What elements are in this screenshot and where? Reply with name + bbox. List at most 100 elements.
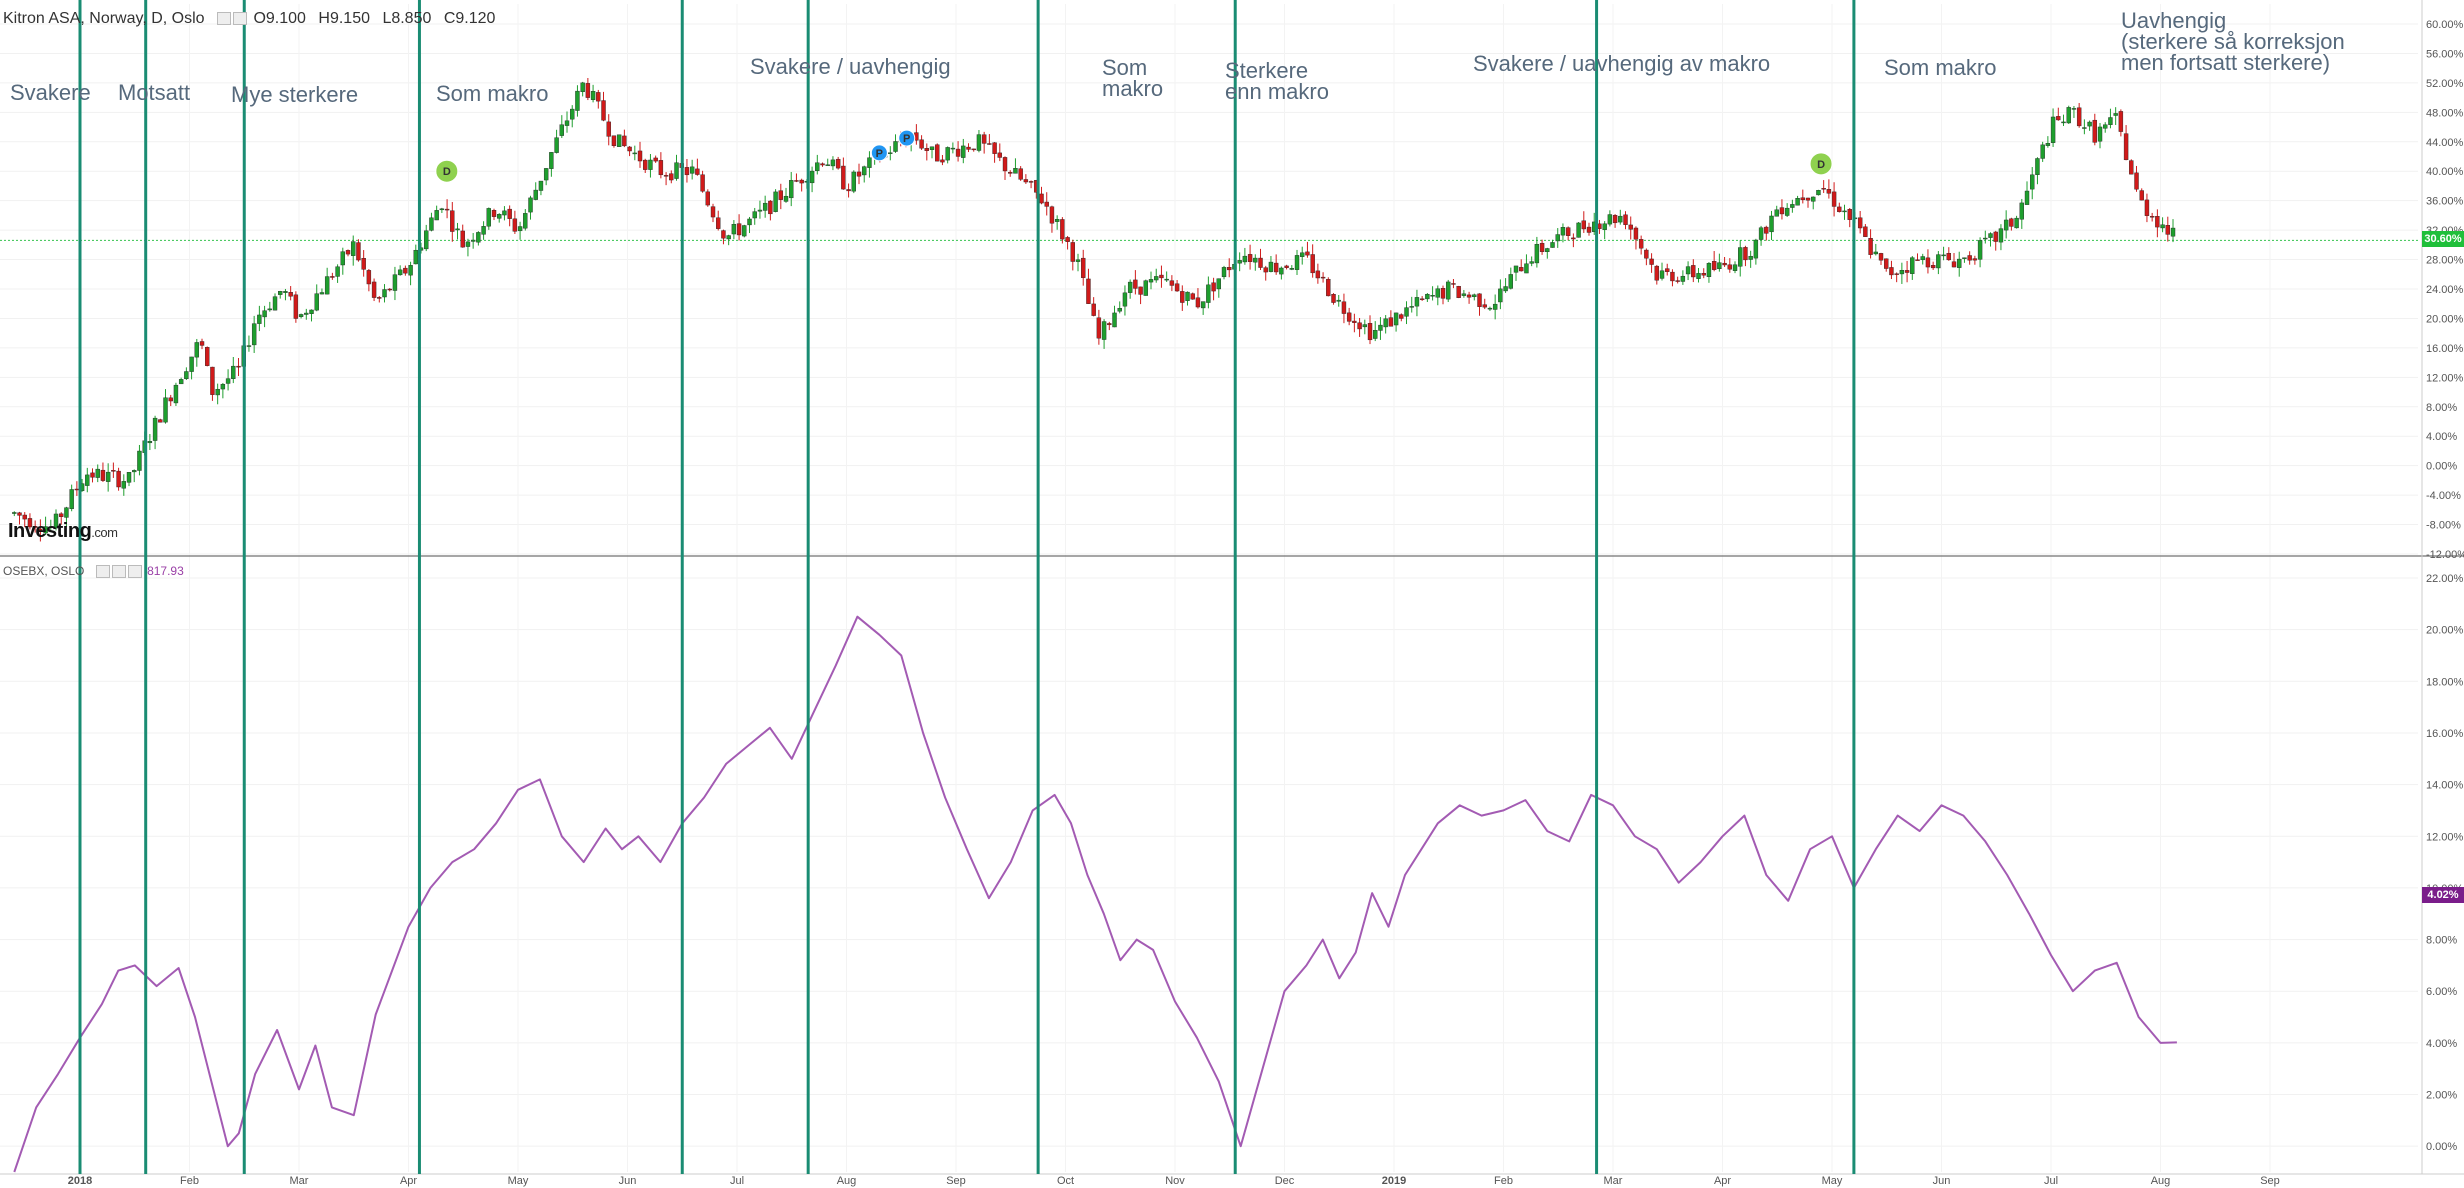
candle-body xyxy=(1221,267,1227,278)
candle-body xyxy=(1440,288,1446,299)
event-marker xyxy=(870,144,888,162)
candle-body xyxy=(1743,247,1748,261)
close-icon[interactable] xyxy=(127,565,142,579)
candle-body xyxy=(1685,266,1691,275)
candle-body xyxy=(2071,108,2077,110)
candle-body xyxy=(716,217,721,229)
candle-body xyxy=(1466,294,1472,298)
candles-group xyxy=(12,78,2176,542)
candle-body xyxy=(43,526,48,534)
candle-body xyxy=(2149,216,2155,218)
candle-body xyxy=(95,468,100,478)
candle-body xyxy=(945,147,950,161)
candle-body xyxy=(1091,303,1096,316)
candle-body xyxy=(1284,265,1289,268)
eye-icon[interactable] xyxy=(111,565,126,579)
candle-body xyxy=(1305,251,1310,256)
candle-body xyxy=(825,164,830,166)
settings-icon[interactable] xyxy=(95,565,110,579)
candle-body xyxy=(1878,253,1884,261)
candle-body xyxy=(1821,188,1826,190)
candle-body xyxy=(1680,275,1686,282)
candle-body xyxy=(1654,265,1660,281)
candle-body xyxy=(220,383,226,390)
candle-body xyxy=(413,249,418,265)
candle-body xyxy=(1039,193,1044,204)
upper-y-tick-label: 44.00% xyxy=(2426,137,2464,149)
candle-body xyxy=(132,470,137,473)
candle-body xyxy=(152,417,158,441)
candle-body xyxy=(340,251,345,266)
candle-body xyxy=(1326,278,1331,297)
candle-body xyxy=(1070,242,1076,262)
candle-body xyxy=(689,166,695,174)
candle-body xyxy=(1341,301,1347,314)
candle-body xyxy=(637,150,643,162)
candle-body xyxy=(830,159,836,167)
lower-legend: OSEBX, OSLO 817.93 xyxy=(3,564,192,579)
candle-body xyxy=(893,141,898,152)
candle-body xyxy=(705,191,710,206)
candle-body xyxy=(919,139,924,149)
candle-body xyxy=(2134,172,2139,190)
candle-body xyxy=(1054,219,1060,222)
candle-body xyxy=(987,143,992,145)
candle-body xyxy=(726,235,731,240)
candle-body xyxy=(1951,261,1957,268)
candle-body xyxy=(1936,254,1941,269)
candle-body xyxy=(1930,265,1936,269)
candle-body xyxy=(955,148,961,157)
upper-symbol-label[interactable]: Kitron ASA, Norway, D, Oslo xyxy=(3,10,205,27)
candle-body xyxy=(69,489,74,510)
candle-body xyxy=(1503,286,1508,292)
candle-body xyxy=(1263,267,1268,273)
annotation-4: Som makro xyxy=(436,81,549,106)
annotation-9: Som makro xyxy=(1884,55,1997,80)
candle-body xyxy=(1560,227,1566,236)
candle-body xyxy=(1362,324,1368,328)
candle-body xyxy=(1972,258,1978,261)
candle-body xyxy=(1941,254,1946,257)
candle-body xyxy=(1346,312,1352,322)
lower-symbol-label[interactable]: OSEBX, OSLO xyxy=(3,564,85,578)
candle-body xyxy=(1498,288,1503,303)
candle-body xyxy=(324,276,330,295)
candle-body xyxy=(2009,218,2014,227)
candle-body xyxy=(1148,279,1154,283)
candle-body xyxy=(528,197,533,213)
candle-body xyxy=(366,270,372,285)
candle-body xyxy=(929,146,935,150)
candle-body xyxy=(2024,190,2030,205)
lower-last-value: 817.93 xyxy=(147,564,184,578)
candle-body xyxy=(476,232,481,243)
upper-y-tick-label: 36.00% xyxy=(2426,196,2464,208)
candle-body xyxy=(643,159,648,170)
candle-body xyxy=(1784,207,1790,216)
event-marker xyxy=(1809,152,1833,176)
candle-body xyxy=(298,314,304,317)
candle-body xyxy=(1811,196,1816,202)
candle-body xyxy=(2113,113,2118,116)
annotation-5: Svakere / uavhengig xyxy=(750,54,951,79)
candle-body xyxy=(663,175,669,177)
close-icon[interactable] xyxy=(233,12,247,26)
candle-body xyxy=(1435,288,1441,298)
candle-body xyxy=(111,470,116,472)
candle-body xyxy=(950,147,956,150)
candle-body xyxy=(1842,210,1847,213)
candle-body xyxy=(1805,197,1811,201)
candle-body xyxy=(1028,181,1034,183)
x-tick-label: 2018 xyxy=(68,1175,92,1187)
candle-body xyxy=(1268,261,1274,272)
candle-body xyxy=(2097,126,2103,142)
candle-body xyxy=(1717,262,1722,270)
candle-body xyxy=(1461,293,1467,296)
candle-body xyxy=(215,388,220,396)
settings-icon[interactable] xyxy=(217,12,231,26)
x-tick-label: Mar xyxy=(1604,1175,1623,1187)
candle-body xyxy=(1419,298,1425,300)
candle-body xyxy=(1857,217,1863,229)
candle-body xyxy=(481,226,486,235)
candle-body xyxy=(1492,303,1498,310)
lower-y-tick-label: 12.00% xyxy=(2426,831,2464,843)
